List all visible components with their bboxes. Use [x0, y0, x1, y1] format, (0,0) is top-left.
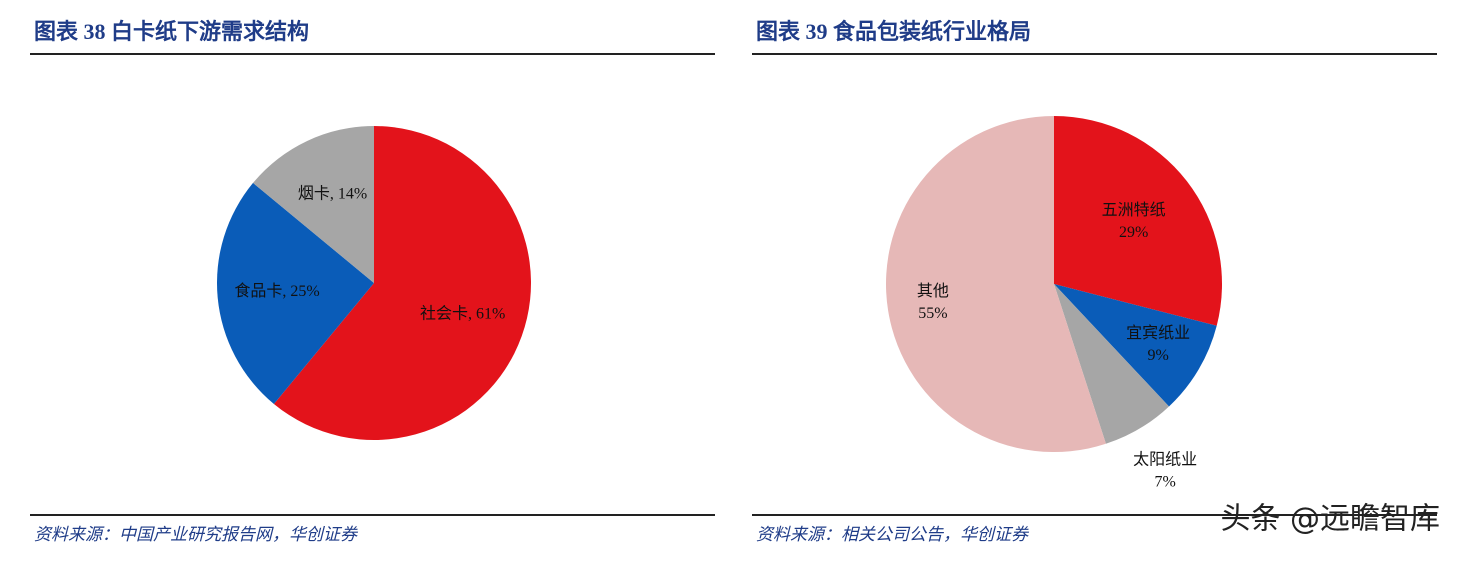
watermark: 头条 @远瞻智库 [1220, 502, 1440, 537]
chart-title: 图表 38 白卡纸下游需求结构 [34, 19, 309, 44]
slice-label: 五洲特纸 [1102, 201, 1166, 219]
value-label: 烟卡, 14% [298, 185, 367, 203]
value-label: 55% [918, 305, 947, 322]
pie-slice [217, 182, 374, 404]
pie-slice [1054, 284, 1170, 444]
source: 资料来源：相关公司公告，华创证券 [756, 525, 1030, 544]
value-label: 29% [1119, 224, 1148, 241]
pie-slice [885, 116, 1106, 452]
pie-slice [1054, 284, 1217, 407]
pie-slice [253, 126, 374, 283]
slice-label: 宜宾纸业 [1126, 324, 1190, 342]
chart-title: 图表 39 食品包装纸行业格局 [756, 19, 1031, 44]
pie-slice [273, 126, 531, 440]
value-label: 社会卡, 61% [420, 305, 505, 323]
pie-slice [1054, 116, 1222, 326]
value-label: 食品卡, 25% [234, 282, 319, 300]
value-label: 9% [1147, 347, 1168, 364]
value-label: 7% [1155, 474, 1176, 491]
source: 资料来源：中国产业研究报告网，华创证券 [34, 525, 359, 544]
slice-label: 其他 [917, 282, 949, 300]
slice-label: 太阳纸业 [1133, 451, 1197, 469]
